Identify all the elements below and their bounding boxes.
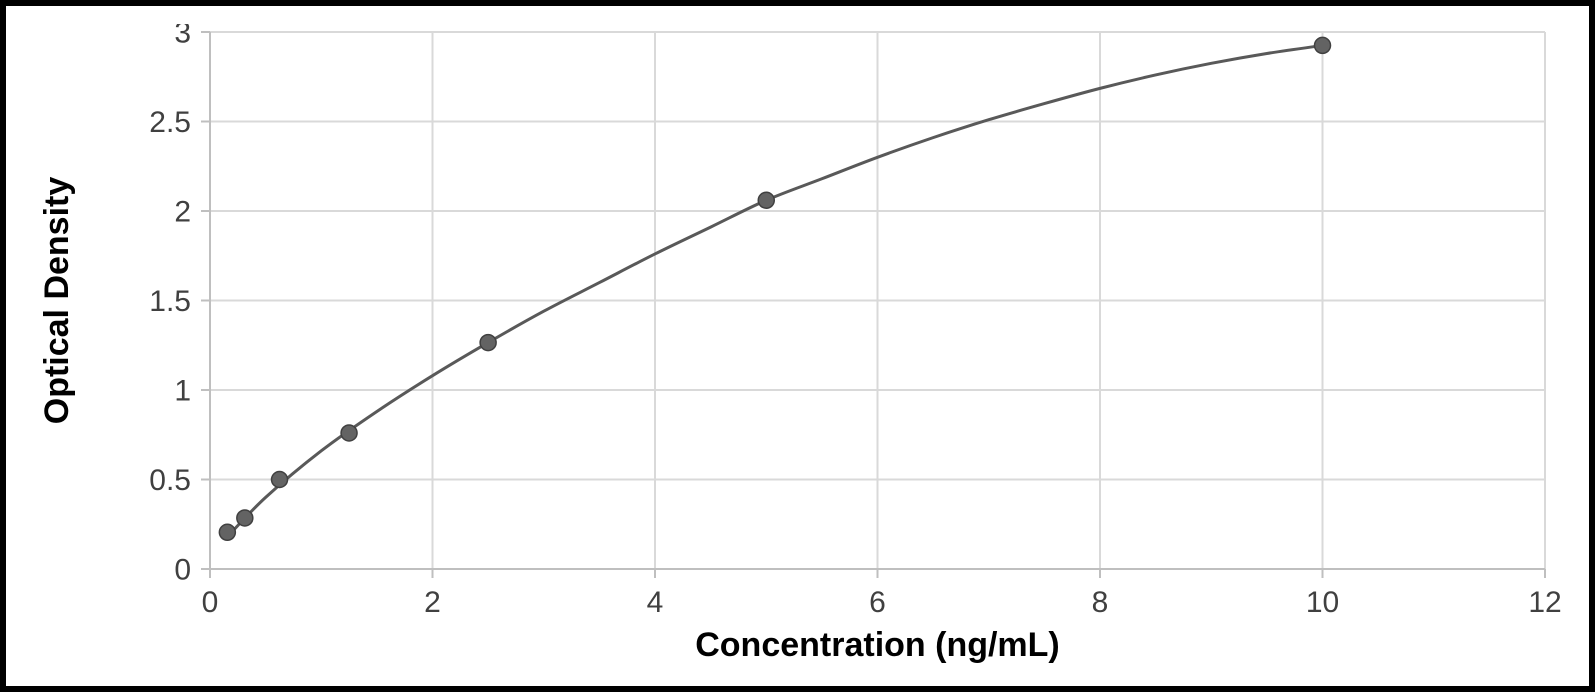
x-axis-label: Concentration (ng/mL)	[695, 626, 1060, 664]
y-tick-label: 2.5	[149, 106, 191, 139]
y-axis-label: Optical Density	[38, 177, 76, 425]
y-tick-label: 2	[174, 196, 191, 229]
data-point	[758, 192, 774, 208]
x-tick-label: 0	[202, 586, 219, 619]
y-tick-label: 0	[174, 554, 191, 587]
chart-container: 0 2 4 6 8 10 12 0 0.5 1 1.5 2 2.5 3 Concentration (ng/…	[30, 24, 1565, 672]
data-point	[1315, 37, 1331, 53]
x-tick-label: 2	[424, 586, 441, 619]
x-tick-label: 8	[1092, 586, 1109, 619]
y-tick-label: 1	[174, 375, 191, 408]
x-tick-label: 4	[647, 586, 664, 619]
chart-svg: 0 2 4 6 8 10 12 0 0.5 1 1.5 2 2.5 3 Concentration (ng/…	[30, 24, 1573, 674]
data-point	[237, 510, 253, 526]
data-point	[480, 335, 496, 351]
y-tick-label: 1.5	[149, 285, 191, 318]
x-tick-label: 6	[869, 586, 886, 619]
data-point	[219, 524, 235, 540]
data-point	[341, 425, 357, 441]
chart-frame: 0 2 4 6 8 10 12 0 0.5 1 1.5 2 2.5 3 Concentration (ng/…	[0, 0, 1595, 692]
y-tick-label: 0.5	[149, 464, 191, 497]
x-tick-label: 12	[1528, 586, 1561, 619]
x-tick-label: 10	[1306, 586, 1339, 619]
data-point	[272, 472, 288, 488]
y-tick-label: 3	[174, 24, 191, 50]
